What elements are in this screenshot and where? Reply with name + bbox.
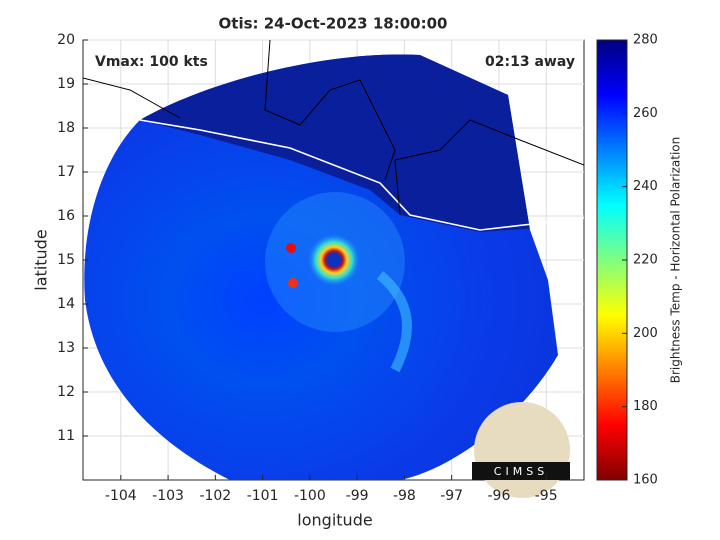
logo-text: CIMSS <box>494 465 548 478</box>
y-tick-label: 11 <box>57 428 75 444</box>
cimss-logo: CIMSS <box>472 402 570 498</box>
colorbar-tick-label: 260 <box>633 106 658 121</box>
y-tick-label: 12 <box>57 384 75 400</box>
colorbar-tick-label: 240 <box>633 179 658 194</box>
colorbar-label: Brightness Temp - Horizontal Polarizatio… <box>669 137 683 384</box>
x-tick-label: -102 <box>199 488 231 504</box>
colorbar-tick-label: 220 <box>633 253 658 268</box>
colorbar-tick-label: 180 <box>633 399 658 414</box>
x-tick-label: -96 <box>487 488 510 504</box>
y-tick-label: 14 <box>57 296 75 312</box>
y-axis-label: latitude <box>32 229 51 290</box>
x-tick-label: -103 <box>152 488 184 504</box>
y-tick-label: 15 <box>57 252 75 268</box>
x-tick-label: -95 <box>535 488 558 504</box>
colorbar-tick-label: 200 <box>633 326 658 341</box>
annotation: 02:13 away <box>485 54 575 70</box>
map-title: Otis: 24-Oct-2023 18:00:00 <box>219 15 448 33</box>
annotation: Vmax: 100 kts <box>95 54 208 70</box>
y-tick-label: 20 <box>57 32 75 48</box>
x-tick-label: -98 <box>393 488 416 504</box>
y-tick-label: 13 <box>57 340 75 356</box>
x-tick-label: -101 <box>247 488 279 504</box>
satellite-image <box>83 40 584 480</box>
colorbar-tick-label: 160 <box>633 473 658 488</box>
x-tick-label: -104 <box>105 488 137 504</box>
x-tick-label: -99 <box>346 488 369 504</box>
x-tick-label: -97 <box>440 488 463 504</box>
y-tick-label: 19 <box>57 76 75 92</box>
x-axis-label: longitude <box>297 511 372 530</box>
y-tick-label: 18 <box>57 120 75 136</box>
y-tick-label: 17 <box>57 164 75 180</box>
y-tick-label: 16 <box>57 208 75 224</box>
x-tick-label: -100 <box>294 488 326 504</box>
colorbar-tick-label: 280 <box>633 33 658 48</box>
